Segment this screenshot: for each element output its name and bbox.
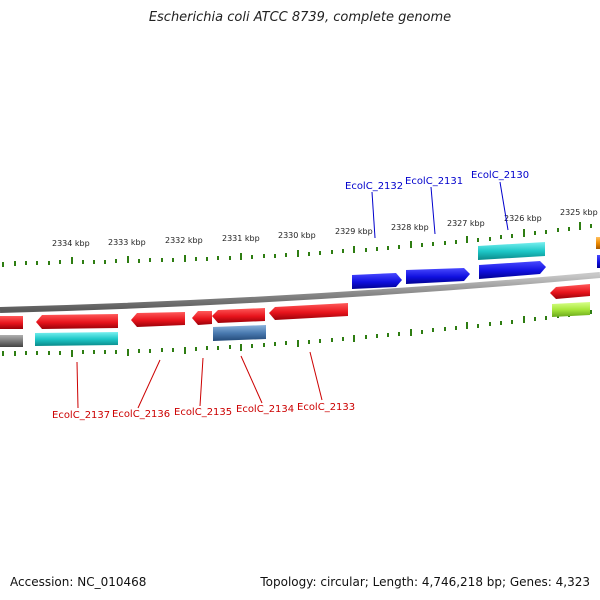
gene-box[interactable] <box>478 242 545 260</box>
scale-label: 2328 kbp <box>391 223 429 232</box>
map-title: Escherichia coli ATCC 8739, complete gen… <box>148 10 452 25</box>
gene-arrow[interactable] <box>192 311 212 325</box>
gene-arrow[interactable] <box>131 312 185 327</box>
gene-label-top[interactable]: EcolC_2130 <box>471 170 529 181</box>
genes-reverse-strand <box>0 284 590 347</box>
scale-label: 2326 kbp <box>504 214 542 223</box>
gene-arrow[interactable] <box>406 268 470 284</box>
scale-label: 2325 kbp <box>560 208 598 217</box>
gene-arrow[interactable] <box>550 284 590 299</box>
genome-summary-text: Topology: circular; Length: 4,746,218 bp… <box>260 575 590 589</box>
gene-box[interactable] <box>213 325 266 341</box>
gene-label-bottom[interactable]: EcolC_2137 <box>52 410 110 421</box>
scale-label: 2333 kbp <box>108 238 146 247</box>
gene-label-bottom[interactable]: EcolC_2134 <box>236 404 294 415</box>
gene-label-bottom[interactable]: EcolC_2135 <box>174 407 232 418</box>
gene-box[interactable] <box>597 255 600 268</box>
gene-arrow[interactable] <box>352 273 402 289</box>
accession-text: Accession: NC_010468 <box>10 575 147 589</box>
label-connectors-top <box>371 181 509 239</box>
gene-box[interactable] <box>552 302 590 317</box>
gene-label-top[interactable]: EcolC_2131 <box>405 176 463 187</box>
scale-label: 2329 kbp <box>335 227 373 236</box>
genome-backbone <box>0 272 600 313</box>
label-connectors-bottom <box>76 351 323 409</box>
gene-box[interactable] <box>35 332 118 346</box>
gene-box[interactable] <box>596 237 600 249</box>
scale-ruler-bottom <box>2 310 592 357</box>
scale-label: 2331 kbp <box>222 234 260 243</box>
scale-label: 2332 kbp <box>165 236 203 245</box>
scale-label: 2330 kbp <box>278 231 316 240</box>
scale-ruler-top <box>2 222 592 267</box>
gene-arrow[interactable] <box>212 308 265 323</box>
gene-label-bottom[interactable]: EcolC_2136 <box>112 409 170 420</box>
gene-arrow[interactable] <box>269 303 348 320</box>
scale-label: 2334 kbp <box>52 239 90 248</box>
gene-arrow[interactable] <box>36 314 118 329</box>
scale-label: 2327 kbp <box>447 219 485 228</box>
genes-forward-strand <box>352 237 600 289</box>
gene-box[interactable] <box>0 335 23 347</box>
gene-label-bottom[interactable]: EcolC_2133 <box>297 402 355 413</box>
gene-label-top[interactable]: EcolC_2132 <box>345 181 403 192</box>
gene-arrow[interactable] <box>0 316 23 329</box>
gene-arrow[interactable] <box>479 261 546 279</box>
